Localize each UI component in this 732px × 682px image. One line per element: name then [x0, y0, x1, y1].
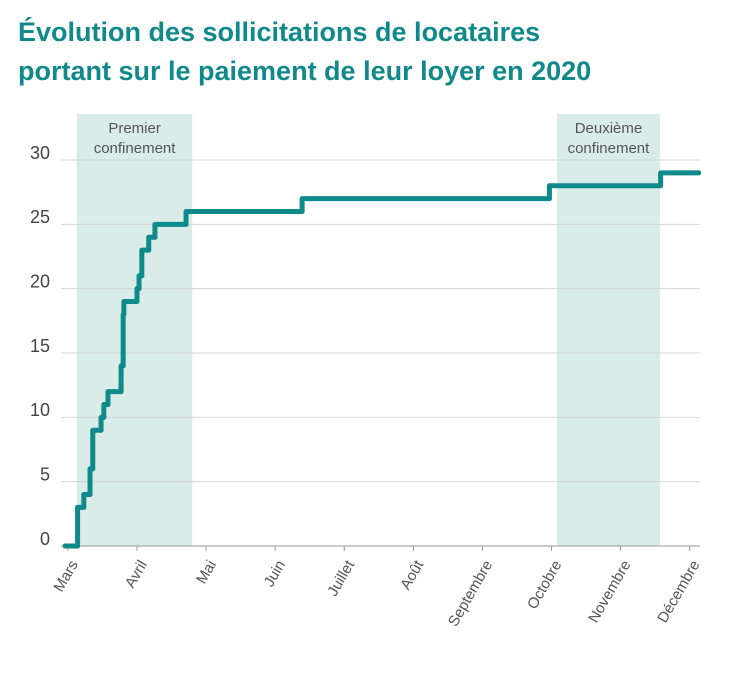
line-series	[62, 170, 702, 549]
x-tick-label: Octobre	[524, 557, 565, 612]
x-tick-label: Avril	[122, 557, 151, 591]
y-tick-label: 25	[30, 207, 50, 227]
y-tick-label: 20	[30, 271, 50, 291]
y-tick-label: 10	[30, 400, 50, 420]
chart-title: portant sur le paiement de leur loyer en…	[18, 56, 591, 86]
x-tick-label: Juin	[261, 557, 289, 589]
x-tick-label: Novembre	[585, 557, 634, 625]
step-segment	[90, 427, 104, 472]
shaded-label: confinement	[94, 140, 177, 157]
step-segment	[183, 208, 305, 227]
shaded-label: confinement	[568, 140, 651, 157]
y-tick-label: 30	[30, 143, 50, 163]
step-segment	[87, 466, 96, 498]
chart-title: Évolution des sollicitations de locatair…	[18, 16, 540, 47]
x-tick-label: Juillet	[324, 557, 358, 599]
shaded-label: Premier	[108, 120, 161, 137]
step-segment	[120, 311, 127, 369]
shaded-label: Deuxième	[575, 120, 643, 137]
x-tick-label: Août	[397, 557, 428, 593]
x-tick-label: Mars	[50, 557, 81, 594]
step-segment	[121, 299, 140, 317]
step-segment	[658, 170, 702, 189]
step-segment	[118, 363, 126, 395]
step-segment	[105, 389, 124, 407]
step-segment	[546, 183, 664, 202]
step-segment	[299, 196, 552, 214]
step-segment	[152, 221, 189, 240]
y-tick-label: 15	[30, 336, 50, 356]
shaded-period	[76, 114, 193, 546]
x-tick-label: Mai	[193, 557, 220, 586]
x-tick-label: Septembre	[445, 557, 496, 629]
y-tick-label: 0	[40, 529, 50, 549]
x-tick-label: Décembre	[654, 557, 703, 625]
y-tick-label: 5	[40, 464, 50, 484]
